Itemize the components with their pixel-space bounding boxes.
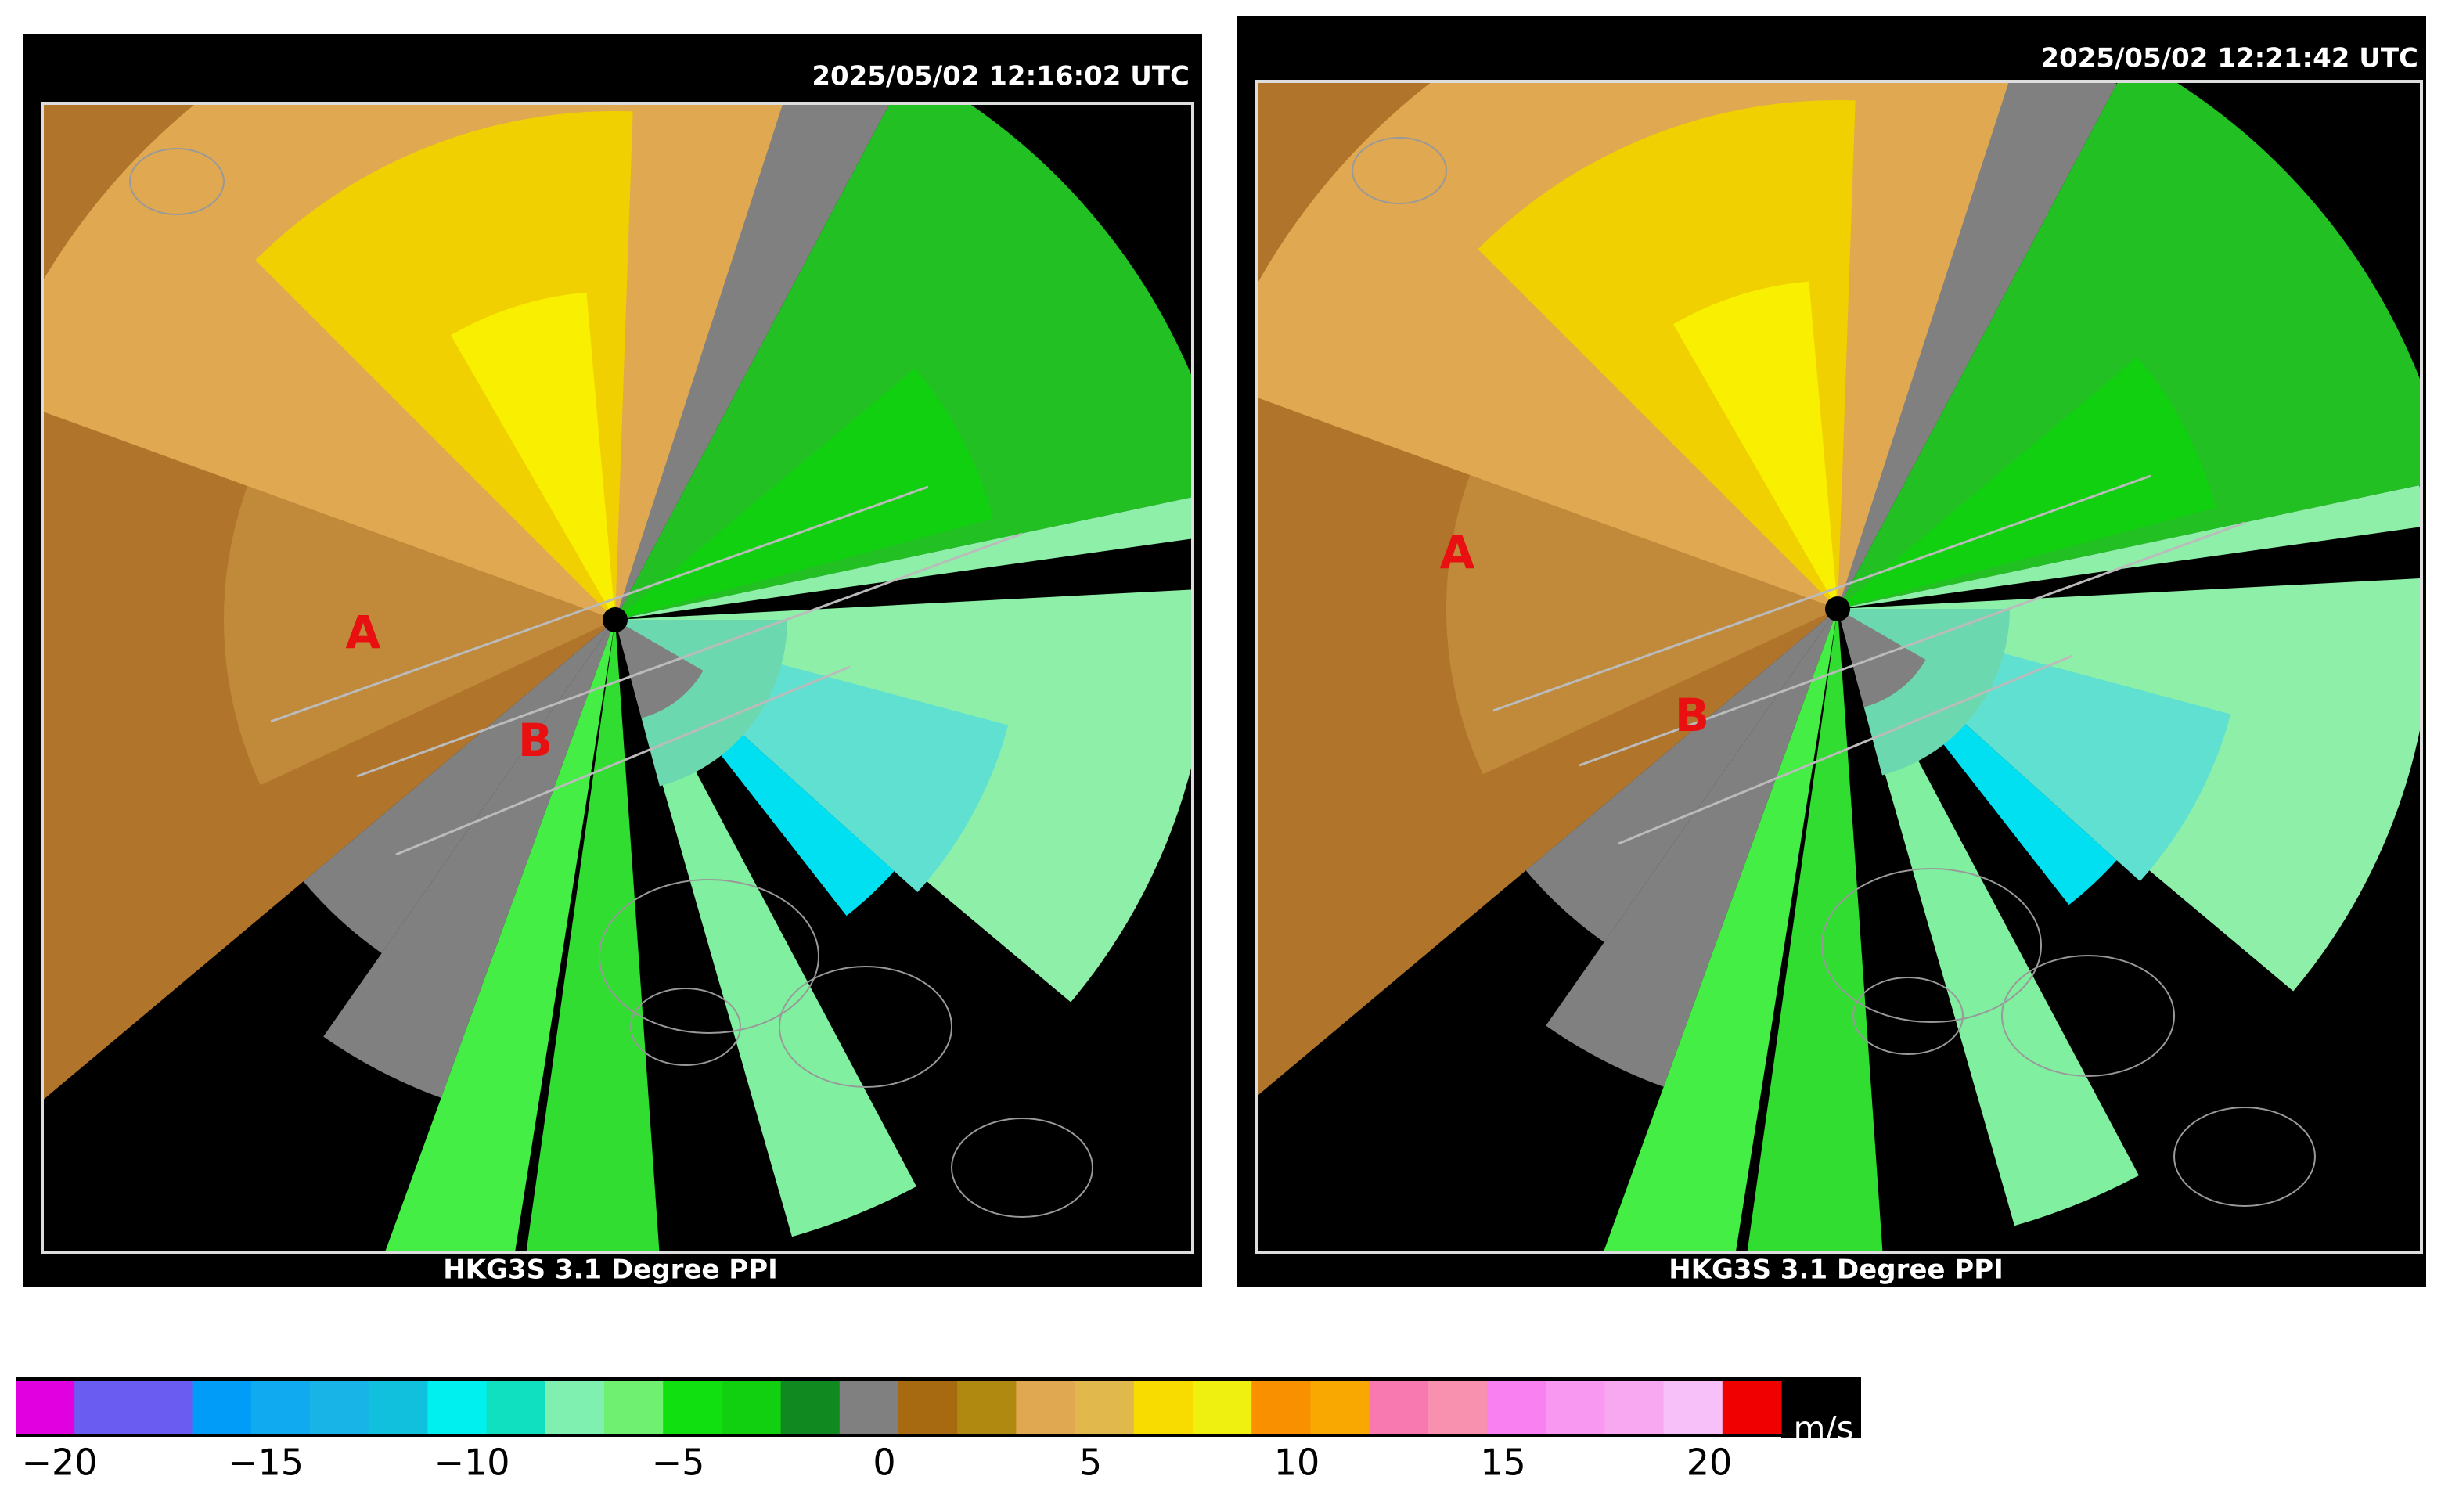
contour: [2001, 955, 2175, 1077]
radar-sector: [384, 620, 615, 1252]
colorbar-gap: [1781, 1438, 1861, 1487]
color-segment: [1133, 1381, 1193, 1434]
radar-sector: [526, 620, 660, 1252]
radar-sector: [1478, 99, 1856, 609]
color-segment: [1546, 1381, 1605, 1434]
radar-sector: [1673, 281, 1838, 609]
frame: [41, 102, 1194, 1254]
caption: HKG3S 3.1 Degree PPI: [443, 1255, 778, 1286]
radar-site: [603, 607, 628, 632]
radar-sector: [323, 620, 615, 1098]
radar-sector: [615, 103, 1193, 620]
color-segment: [545, 1381, 605, 1434]
color-segment: [74, 1381, 134, 1434]
range-line: [395, 665, 851, 856]
colorbar-tick-label: −10: [434, 1442, 509, 1484]
color-segment: [722, 1381, 782, 1434]
radar-site: [1825, 596, 1850, 621]
region-label: B: [1675, 689, 1709, 742]
region-label: B: [518, 714, 553, 767]
range-line: [356, 532, 1023, 778]
range-line: [1492, 474, 2151, 712]
radar-image: [42, 103, 1193, 1252]
color-segment: [1251, 1381, 1311, 1434]
color-segment: [427, 1381, 488, 1434]
radar-image: [1257, 81, 2421, 1252]
color-segment: [133, 1381, 193, 1434]
color-segment: [1722, 1381, 1782, 1434]
contour: [1821, 868, 2042, 1023]
color-segment: [839, 1381, 899, 1434]
contour: [951, 1118, 1093, 1218]
contour: [599, 879, 819, 1034]
radar-sector: [615, 538, 1193, 620]
color-segment: [1016, 1381, 1076, 1434]
radar-sector: [1838, 609, 1926, 707]
color-segment: [1193, 1381, 1252, 1434]
color-segment: [192, 1381, 252, 1434]
color-segment: [898, 1381, 958, 1434]
color-segment: [1428, 1381, 1488, 1434]
colorbar-tick-label: 20: [1687, 1442, 1733, 1484]
radar-sector: [1747, 609, 1883, 1252]
radar-sector: [1838, 527, 2421, 609]
range-line: [1579, 521, 2245, 767]
radar-sector: [1838, 357, 2216, 609]
contour: [1852, 977, 1964, 1055]
color-segment: [663, 1381, 722, 1434]
range-line: [1618, 654, 2073, 845]
radar-sector: [451, 292, 615, 620]
color-segment: [1663, 1381, 1723, 1434]
color-segment: [1310, 1381, 1370, 1434]
radar-sector: [1446, 474, 1838, 775]
region-label: A: [346, 606, 381, 659]
radar-sector: [615, 368, 993, 620]
color-segment: [16, 1381, 75, 1434]
color-segment: [250, 1381, 311, 1434]
color-segment: [486, 1381, 546, 1434]
contour: [779, 966, 952, 1088]
radar-sector: [1838, 81, 2117, 609]
colorbar-tick-label: 0: [873, 1442, 895, 1484]
contour: [129, 148, 225, 215]
radar-sector: [1603, 609, 1838, 1252]
radar-sector: [615, 620, 704, 718]
color-segment: [1487, 1381, 1546, 1434]
color-segment: [1604, 1381, 1665, 1434]
region-label: A: [1440, 526, 1475, 579]
colorbar-tick-label: −20: [21, 1442, 97, 1484]
frame: [1255, 80, 2423, 1254]
range-line: [270, 485, 929, 723]
radar-sector: [223, 485, 615, 786]
colorbar-tick-label: 15: [1480, 1442, 1526, 1484]
color-segment: [1075, 1381, 1135, 1434]
contour: [1352, 137, 1447, 204]
radar-sector: [303, 620, 615, 953]
colorbar-label-area: [16, 1437, 1781, 1487]
colorbar-unit: m/s: [1794, 1409, 1854, 1448]
radar-sector: [1546, 609, 1838, 1087]
color-segment: [957, 1381, 1017, 1434]
radar-sector: [1525, 609, 1838, 942]
colorbar-tick-label: −5: [652, 1442, 705, 1484]
color-segment: [780, 1381, 841, 1434]
contour: [630, 988, 741, 1066]
timestamp: 2025/05/02 12:16:02 UTC: [812, 61, 1190, 92]
radar-sector: [255, 111, 633, 620]
color-segment: [604, 1381, 664, 1434]
radar-sector: [1838, 81, 2421, 609]
colorbar-tick-label: 5: [1079, 1442, 1102, 1484]
color-segment: [369, 1381, 428, 1434]
timestamp: 2025/05/02 12:21:42 UTC: [2040, 43, 2418, 74]
contour: [2173, 1107, 2316, 1207]
color-segment: [1369, 1381, 1429, 1434]
caption: HKG3S 3.1 Degree PPI: [1669, 1255, 2004, 1286]
color-segment: [310, 1381, 369, 1434]
colorbar-tick-label: −15: [228, 1442, 304, 1484]
colorbar: −20 −15 −10 −5 0 5 10 15 20: [16, 1381, 1782, 1484]
colorbar-tick-label: 10: [1274, 1442, 1320, 1484]
radar-sector: [615, 103, 890, 620]
